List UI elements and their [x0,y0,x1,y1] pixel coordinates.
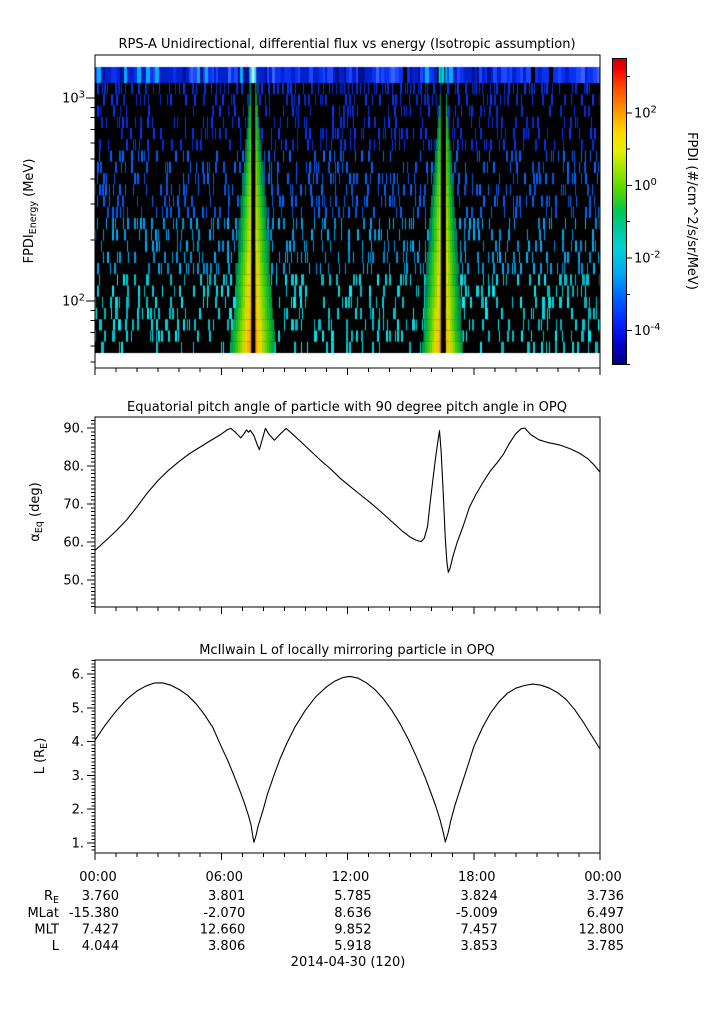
table-value: 5.785 [334,889,371,904]
ytick-label: 60. [63,536,84,551]
spectrogram-ylabel: FPDIEnergy (MeV) [22,159,39,264]
table-value: 4.044 [82,939,119,954]
ytick-label: 80. [63,460,84,475]
pitch-plot-area[interactable] [94,416,601,608]
table-row-label: L [52,939,60,954]
table-value: 7.427 [82,923,119,938]
table-value: 12.800 [579,923,625,938]
table-row-label: MLT [34,923,59,938]
ytick-label: 90. [63,422,84,437]
time-label: 18:00 [458,870,495,885]
table-row-label: RE [44,889,59,906]
middle-panel-title: Equatorial pitch angle of particle with … [127,400,567,415]
table-value: 5.918 [334,939,371,954]
ytick-label: 4. [72,735,84,750]
ytick-label: 2. [72,803,84,818]
table-value: 3.736 [587,889,624,904]
table-value: 8.636 [334,906,371,921]
l-plot-area[interactable] [94,659,601,854]
time-label: 00:00 [79,870,116,885]
l-ylabel: L (RE) [33,738,50,775]
ytick-label: 103 [62,90,85,107]
table-value: 3.785 [587,939,624,954]
table-value: 12.660 [200,923,246,938]
table-value: 3.806 [208,939,245,954]
pitch-ylabel: αEq (deg) [28,482,45,541]
table-value: -15.380 [69,906,119,921]
colorbar[interactable] [612,58,627,365]
table-value: -2.070 [203,906,245,921]
ytick-label: 6. [72,668,84,683]
table-value: 3.801 [208,889,245,904]
spectrogram-border [94,54,601,369]
time-label: 00:00 [584,870,621,885]
colorbar-tick-label: 10-2 [634,250,661,267]
table-value: 3.760 [82,889,119,904]
bottom-panel-title: McIlwain L of locally mirroring particle… [199,643,495,658]
table-value: 7.457 [461,923,498,938]
top-panel-title: RPS-A Unidirectional, differential flux … [118,37,575,52]
table-value: 6.497 [587,906,624,921]
table-row-label: MLat [27,906,59,921]
table-value: -5.009 [456,906,498,921]
ytick-label: 70. [63,498,84,513]
table-value: 9.852 [334,923,371,938]
pitch-angle-curve [94,427,601,573]
table-value: 3.824 [461,889,498,904]
time-label: 12:00 [332,870,369,885]
ytick-label: 50. [63,574,84,589]
colorbar-tick-label: 10-4 [634,322,661,339]
spectrogram-plot[interactable] [95,55,600,368]
colorbar-label: FPDI (#/cm^2/s/sr/MeV) [684,132,699,290]
date-label: 2014-04-30 (120) [291,955,406,970]
ytick-label: 3. [72,769,84,784]
ytick-label: 5. [72,701,84,716]
time-label: 06:00 [206,870,243,885]
ytick-label: 1. [72,837,84,852]
ytick-label: 102 [62,293,85,310]
colorbar-tick-label: 102 [634,104,657,121]
colorbar-tick-label: 100 [634,177,657,194]
table-value: 3.853 [461,939,498,954]
l-shell-curve [94,675,601,843]
